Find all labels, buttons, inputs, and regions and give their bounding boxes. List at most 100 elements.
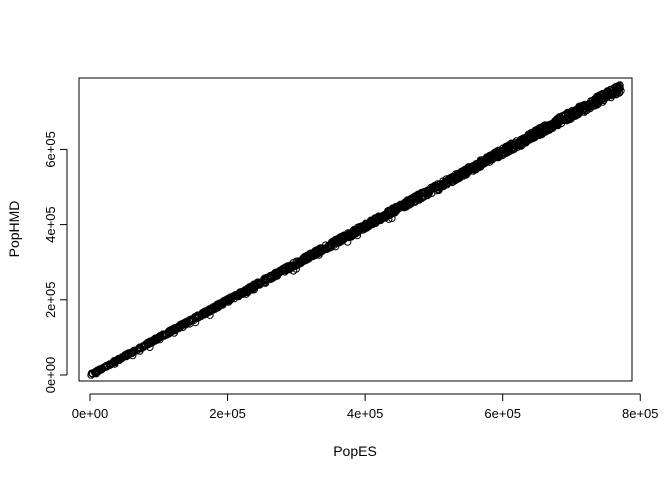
- data-point: [401, 199, 410, 207]
- data-point: [478, 160, 486, 168]
- data-point: [188, 315, 196, 323]
- data-point: [541, 128, 549, 136]
- data-point: [557, 115, 565, 123]
- x-tick-label: 6e+05: [484, 406, 521, 421]
- data-point: [598, 95, 606, 103]
- data-point: [537, 125, 545, 134]
- y-tick-label: 0e+00: [43, 357, 58, 394]
- data-point: [392, 203, 400, 211]
- data-point: [424, 189, 433, 197]
- data-point: [111, 358, 119, 367]
- data-point: [169, 325, 177, 333]
- data-point: [250, 285, 258, 294]
- data-point: [472, 165, 480, 174]
- data-point: [356, 225, 364, 233]
- data-point: [235, 289, 243, 298]
- data-point: [166, 327, 175, 336]
- data-point: [335, 237, 344, 246]
- data-point: [268, 274, 276, 283]
- data-point: [578, 106, 587, 115]
- data-point: [371, 219, 380, 227]
- data-point: [391, 206, 399, 215]
- data-point: [549, 119, 557, 128]
- data-point: [564, 111, 572, 119]
- data-point: [333, 235, 341, 243]
- data-point: [551, 121, 560, 130]
- data-point: [589, 98, 598, 107]
- data-point: [523, 135, 531, 143]
- data-point: [428, 184, 437, 192]
- data-point: [285, 265, 294, 274]
- data-point: [376, 214, 384, 223]
- data-point: [221, 296, 230, 305]
- data-point: [444, 175, 453, 183]
- data-point: [234, 291, 242, 299]
- data-point: [508, 146, 516, 154]
- data-point: [529, 130, 537, 139]
- data-point: [289, 263, 298, 271]
- data-point: [256, 280, 265, 288]
- data-point: [449, 177, 458, 186]
- y-tick-label: 4e+05: [43, 206, 58, 243]
- data-point: [585, 101, 593, 109]
- data-point: [570, 111, 578, 119]
- data-point: [346, 229, 355, 237]
- data-point: [503, 145, 512, 154]
- x-tick-label: 8e+05: [622, 406, 659, 421]
- data-point: [528, 134, 536, 143]
- data-point: [310, 247, 319, 256]
- data-point: [316, 248, 325, 256]
- data-point: [549, 124, 557, 132]
- data-point: [211, 304, 219, 312]
- x-axis: 0e+00 2e+05 4e+05 6e+05 8e+05: [72, 393, 659, 421]
- data-point: [224, 295, 233, 304]
- data-point: [330, 241, 338, 249]
- data-point: [277, 266, 286, 275]
- data-point: [554, 115, 563, 123]
- y-tick-label: 6e+05: [43, 131, 58, 168]
- data-point: [461, 166, 470, 175]
- data-point: [87, 369, 96, 378]
- data-point: [611, 83, 620, 91]
- data-point: [602, 91, 611, 99]
- data-point: [199, 309, 207, 318]
- y-axis-title: PopHMD: [6, 201, 22, 258]
- data-point: [612, 87, 620, 95]
- data-point: [418, 189, 427, 198]
- data-point: [157, 332, 165, 340]
- data-point: [403, 197, 412, 205]
- y-tick-label: 2e+05: [43, 282, 58, 319]
- data-point: [510, 140, 518, 149]
- data-point: [91, 368, 100, 376]
- data-point: [159, 331, 167, 340]
- data-point: [260, 279, 269, 287]
- data-point: [173, 324, 181, 332]
- data-point: [192, 314, 200, 323]
- y-axis: 0e+00 2e+05 4e+05 6e+05: [43, 131, 68, 394]
- data-point: [135, 344, 143, 353]
- data-point: [558, 116, 567, 124]
- data-point: [289, 259, 298, 267]
- data-point: [143, 338, 152, 347]
- data-point: [384, 211, 392, 219]
- data-point: [582, 101, 591, 109]
- data-point: [489, 150, 497, 158]
- data-point: [297, 259, 306, 267]
- data-point: [442, 177, 450, 186]
- data-point: [519, 140, 527, 148]
- data-point: [451, 170, 460, 178]
- data-point: [431, 183, 440, 191]
- data-point: [497, 148, 505, 156]
- data-point: [313, 250, 321, 258]
- data-point: [431, 181, 439, 190]
- data-point: [414, 191, 422, 199]
- data-point: [257, 279, 265, 287]
- data-point: [178, 320, 187, 329]
- data-point: [358, 223, 366, 232]
- x-tick-label: 2e+05: [209, 406, 246, 421]
- data-point: [153, 336, 161, 344]
- data-point: [462, 171, 470, 179]
- data-point: [613, 85, 622, 93]
- x-tick-label: 0e+00: [72, 406, 109, 421]
